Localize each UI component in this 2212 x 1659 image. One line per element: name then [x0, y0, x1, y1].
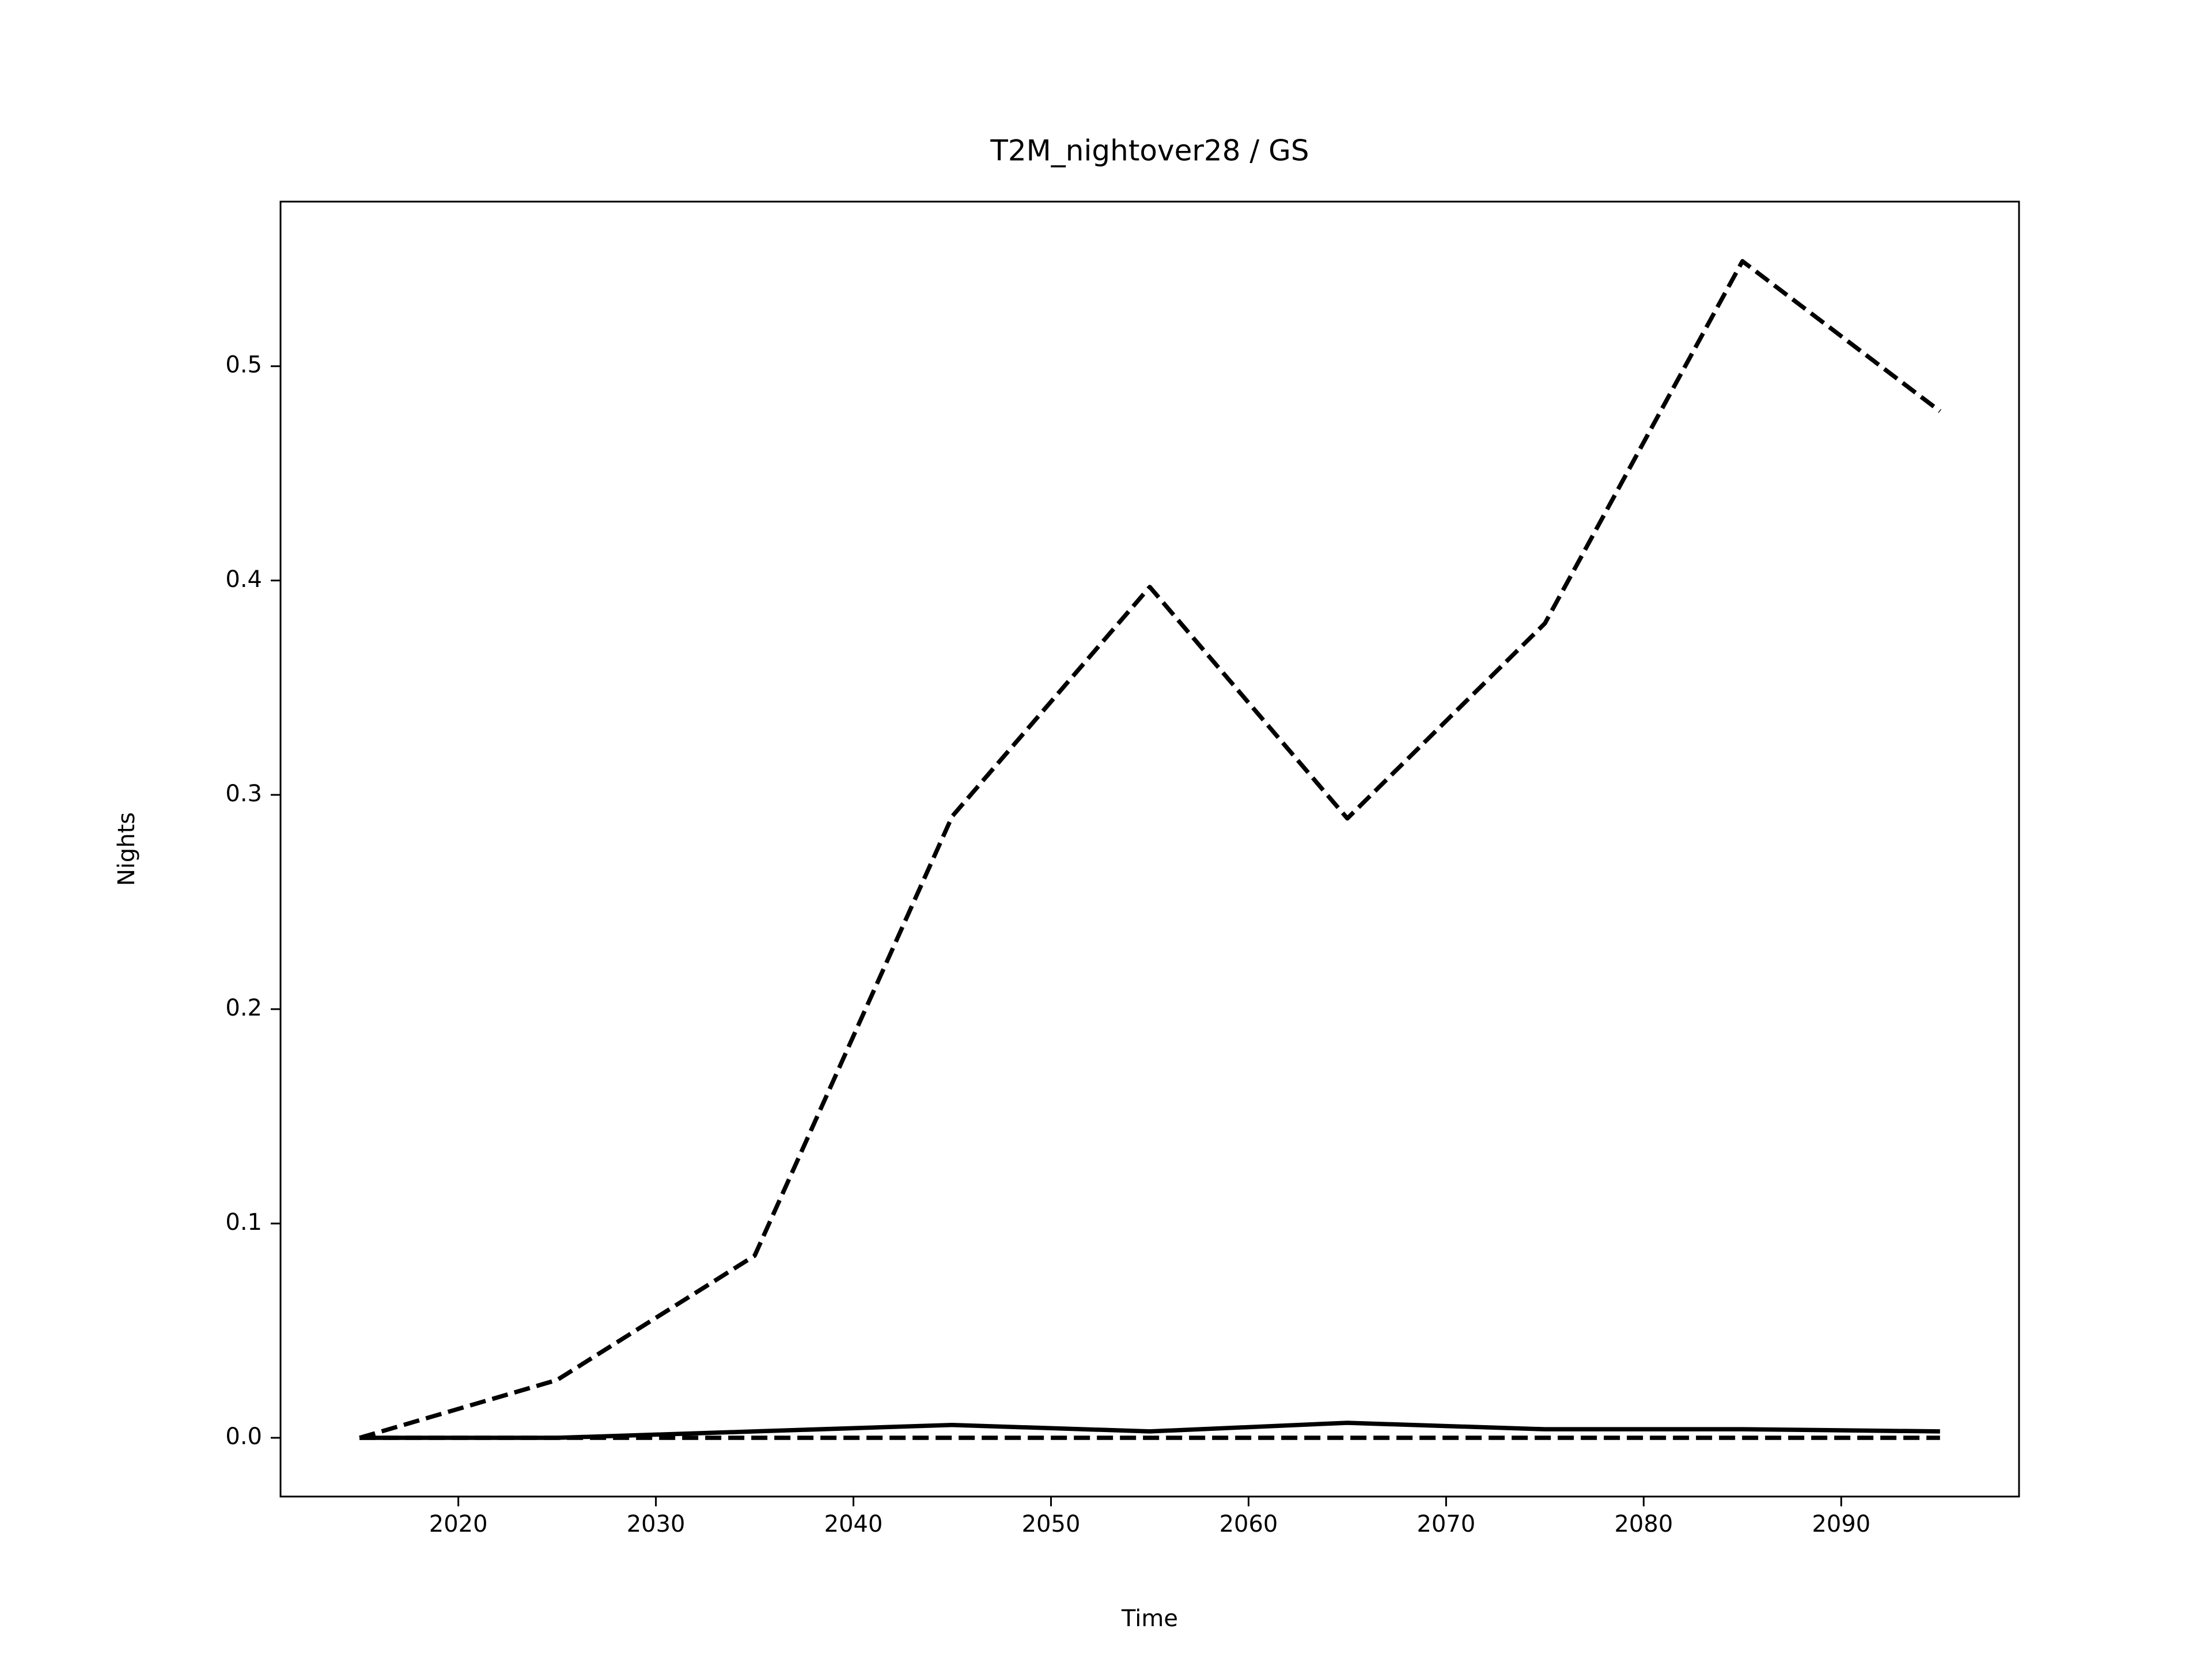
y-tick-label: 0.4	[225, 566, 262, 593]
x-axis-label: Time	[1121, 1605, 1178, 1632]
x-tick-label: 2030	[627, 1511, 685, 1537]
chart-title: T2M_nightover28 / GS	[990, 134, 1309, 168]
plot-frame	[279, 200, 2020, 1498]
x-tick-label: 2020	[429, 1511, 488, 1537]
y-tick-label: 0.1	[225, 1209, 262, 1236]
line-series	[359, 259, 1942, 1440]
y-tick-label: 0.2	[225, 995, 262, 1021]
x-tick-label: 2080	[1614, 1511, 1673, 1537]
y-tick-label: 0.0	[225, 1423, 262, 1450]
y-axis-label: Nights	[113, 812, 140, 886]
y-tick-label: 0.5	[225, 352, 262, 378]
x-tick-label: 2090	[1812, 1511, 1870, 1537]
y-tick-label: 0.3	[225, 781, 262, 807]
x-tick-label: 2060	[1219, 1511, 1278, 1537]
x-tick-label: 2070	[1417, 1511, 1476, 1537]
x-tick-label: 2050	[1022, 1511, 1081, 1537]
x-tick-label: 2040	[824, 1511, 883, 1537]
